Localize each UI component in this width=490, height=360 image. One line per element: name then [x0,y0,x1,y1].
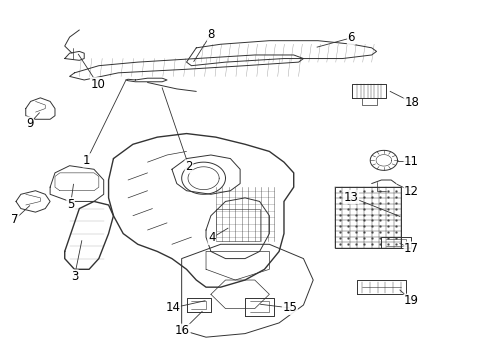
Text: 15: 15 [282,301,297,314]
Text: 18: 18 [404,96,419,109]
Text: 2: 2 [185,160,193,173]
Text: 4: 4 [208,231,216,244]
Text: 12: 12 [404,185,419,198]
Bar [335,187,401,248]
Text: 1: 1 [83,154,90,167]
Text: 8: 8 [207,28,215,41]
Text: 10: 10 [91,78,105,91]
Text: 14: 14 [166,301,180,314]
Text: 3: 3 [71,270,78,283]
Text: 17: 17 [404,242,419,255]
Text: 13: 13 [344,191,359,204]
Text: 5: 5 [67,198,74,211]
Text: 19: 19 [404,294,419,307]
Text: 9: 9 [26,117,33,130]
Text: 11: 11 [404,155,419,168]
Text: 16: 16 [175,324,190,337]
Text: 7: 7 [11,213,19,226]
Text: 6: 6 [347,31,355,44]
